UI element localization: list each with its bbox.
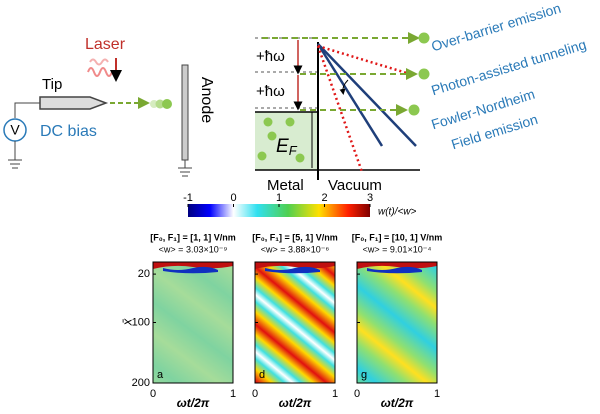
heatmap [357,262,437,383]
electron [418,32,430,44]
colorbar-tick-label: 1 [276,192,282,204]
heatmap [153,262,233,383]
panel-letter: d [259,369,265,381]
x-tick-label: 1 [332,388,338,400]
colorbar-tick-label: 0 [230,192,236,204]
metal-label: Metal [267,177,304,194]
panel-mean: <w> = 3.03×10⁻⁹ [159,244,228,254]
anode-label: Anode [198,77,215,123]
tip-label: Tip [42,76,62,93]
potential [316,43,384,147]
heatmap-edge [265,266,320,274]
x-tick-label: 0 [354,388,360,400]
panel-letter: a [157,369,164,381]
x-axis-label: ωt/2π [381,396,414,410]
panel-mean: <w> = 9.01×10⁻⁴ [363,244,432,254]
heatmap-edge [163,266,218,274]
vacuum-label: Vacuum [328,177,382,194]
panel-header: [F₀, F₁] = [10, 1] V/nm [352,232,443,242]
heatmap-edge [255,262,335,269]
x-axis-label: ωt/2π [177,396,210,410]
y-tick-label: 200 [132,377,150,389]
electron [418,68,430,80]
oscillation-arrow [339,79,349,95]
dynamic: -1 0 1 2 3 [F₀, F₁] = [1, 1] V/nm <w> = 3.03×1… [119,192,442,410]
x-tick-label: 0 [252,388,258,400]
schematic: Laser Tip V DC bias Anode [3,36,215,177]
y-axis-label: x̄ [119,318,134,326]
heatmap-edge [357,262,437,269]
electron [295,153,305,163]
photon-label: +ħω [256,48,285,65]
colorbar-tick-label: 2 [321,192,327,204]
electron [408,104,420,116]
panel-mean: <w> = 3.88×10⁻⁶ [261,244,330,254]
source-label: V [10,122,20,138]
electron [257,151,267,161]
fermi-symbol: E [276,136,289,157]
heatmap-edge [367,266,422,274]
photon-label: +ħω [256,83,285,100]
band-diagram: +ħω +ħω EF Metal Vacuum Over-barrier emi… [255,0,588,194]
potential-oscillation [317,44,411,76]
laser-label: Laser [85,36,126,53]
electron [285,117,295,127]
x-tick-label: 1 [230,388,236,400]
electron [155,99,165,109]
panel-letter: g [361,369,367,381]
y-tick-label: 100 [132,316,150,328]
colorbar-tick-label: 3 [367,192,373,204]
panel-header: [F₀, F₁] = [5, 1] V/nm [252,232,338,242]
ground [8,141,22,169]
potential [317,43,417,147]
bias-label: DC bias [40,123,97,140]
laser-pulse [87,67,113,77]
fermi-subscript: F [289,143,298,158]
wire [14,102,40,118]
tip [39,96,109,110]
x-axis-label: ωt/2π [279,396,312,410]
laser-pulse [89,58,109,66]
y-tick-label: 20 [138,268,150,280]
electron [263,117,273,127]
x-tick-label: 0 [150,388,156,400]
panel-header: [F₀, F₁] = [1, 1] V/nm [150,232,236,242]
heatmap-edge [153,262,233,269]
colorbar-label: w(t)/<w> [378,207,417,218]
heatmap [255,262,335,383]
x-tick-label: 1 [434,388,440,400]
fermi-label: EF [276,136,298,158]
colorbar-tick-label: -1 [183,192,193,204]
ground [178,160,192,177]
emission-label: Over-barrier emission [429,0,562,54]
colorbar [188,204,370,217]
electron [267,131,277,141]
anode [181,64,189,161]
electron [162,99,172,109]
